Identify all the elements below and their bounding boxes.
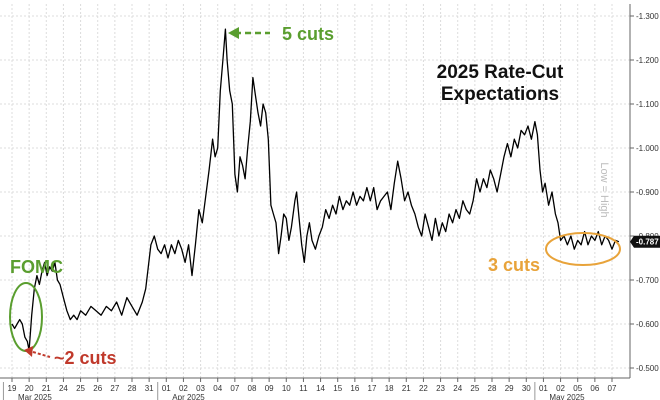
x-tick-label: 10	[282, 384, 291, 393]
y-tick-label: -1.200	[636, 56, 659, 65]
x-tick-label: 25	[76, 384, 85, 393]
annotation-2-cuts-label: ~2 cuts	[54, 348, 117, 368]
x-axis-ticks: 19 20 21 24 25 26 27 28 31 01 02 03 04 07 08 09 10 11 14 15…	[8, 378, 617, 393]
x-tick-label: 02	[556, 384, 565, 393]
x-tick-label: 09	[265, 384, 274, 393]
x-tick-label: 18	[385, 384, 394, 393]
x-tick-label: 28	[128, 384, 137, 393]
y-axis-title: Low = High	[598, 162, 610, 217]
3-cuts-ellipse	[545, 232, 621, 266]
y-tick-label: -0.900	[636, 188, 659, 197]
horizontal-gridlines	[0, 15, 630, 369]
month-label: May 2025	[549, 393, 585, 400]
dashed-arrow-line	[32, 351, 51, 358]
x-tick-label: 05	[573, 384, 582, 393]
x-tick-label: 30	[522, 384, 531, 393]
x-tick-label: 29	[505, 384, 514, 393]
x-tick-label: 22	[419, 384, 428, 393]
y-tick-label: -1.000	[636, 144, 659, 153]
arrow-head	[228, 27, 239, 39]
x-tick-label: 20	[25, 384, 34, 393]
x-tick-label: 21	[42, 384, 51, 393]
last-value-tag: -0.787	[630, 235, 660, 248]
month-labels: Mar 2025 Apr 2025 May 2025	[2, 382, 585, 400]
annotation-2-cuts: ~2 cuts	[24, 346, 117, 368]
chart-title: 2025 Rate-Cut Expectations	[437, 62, 564, 105]
x-tick-label: 21	[402, 384, 411, 393]
y-tick-label: -0.600	[636, 320, 659, 329]
x-tick-label: 31	[145, 384, 154, 393]
x-tick-label: 01	[539, 384, 548, 393]
x-tick-label: 23	[436, 384, 445, 393]
x-tick-label: 19	[8, 384, 17, 393]
annotation-5-cuts-label: 5 cuts	[282, 24, 334, 44]
x-tick-label: 15	[333, 384, 342, 393]
annotation-fomc: FOMC	[9, 257, 63, 352]
series-line	[11, 28, 620, 352]
annotation-3-cuts: 3 cuts	[488, 232, 621, 275]
x-tick-label: 06	[590, 384, 599, 393]
x-tick-label: 25	[470, 384, 479, 393]
y-tick-label: -0.700	[636, 276, 659, 285]
x-tick-label: 07	[608, 384, 617, 393]
x-tick-label: 17	[368, 384, 377, 393]
x-tick-label: 11	[299, 384, 308, 393]
annotation-5-cuts: 5 cuts	[228, 24, 334, 44]
x-tick-label: 26	[93, 384, 102, 393]
annotation-fomc-label: FOMC	[10, 257, 63, 277]
x-tick-label: 14	[316, 384, 325, 393]
x-tick-label: 01	[162, 384, 171, 393]
x-tick-label: 27	[110, 384, 119, 393]
x-tick-label: 24	[453, 384, 462, 393]
y-tick-label: -1.300	[636, 12, 659, 21]
title-line-2: Expectations	[441, 84, 559, 105]
x-tick-label: 07	[230, 384, 239, 393]
x-tick-label: 02	[179, 384, 188, 393]
x-tick-label: 28	[488, 384, 497, 393]
x-tick-label: 16	[350, 384, 359, 393]
last-value-label: -0.787	[636, 238, 659, 247]
x-tick-label: 08	[248, 384, 257, 393]
arrow-head	[24, 346, 33, 357]
title-line-1: 2025 Rate-Cut	[437, 62, 564, 83]
x-tick-label: 24	[59, 384, 68, 393]
y-tick-label: -1.100	[636, 100, 659, 109]
month-label: Mar 2025	[18, 393, 52, 400]
y-tick-label: -0.500	[636, 364, 659, 373]
fomc-ellipse	[9, 282, 43, 352]
y-axis-ticks: -1.300-1.200-1.100-1.000-0.900-0.800-0.7…	[630, 12, 659, 373]
x-tick-label: 03	[196, 384, 205, 393]
month-label: Apr 2025	[172, 393, 205, 400]
annotation-3-cuts-label: 3 cuts	[488, 255, 540, 275]
x-tick-label: 04	[213, 384, 222, 393]
